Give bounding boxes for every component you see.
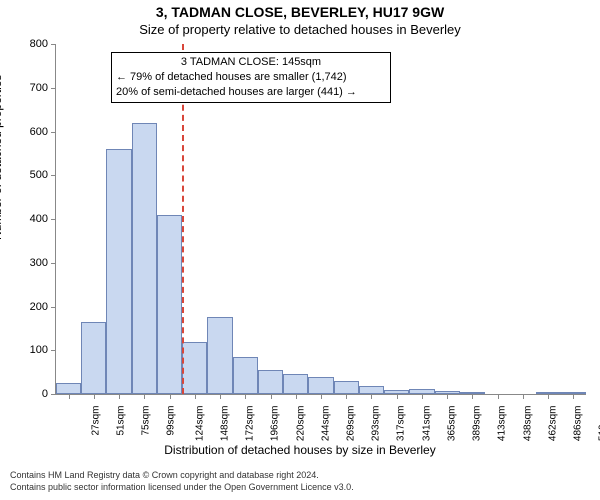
- x-tick-label: 99sqm: [166, 406, 177, 436]
- x-tick: [548, 394, 549, 399]
- y-tick-label: 700: [30, 82, 48, 94]
- x-tick-label: 27sqm: [90, 406, 101, 436]
- x-tick: [498, 394, 499, 399]
- x-tick-label: 51sqm: [115, 406, 126, 436]
- x-tick: [296, 394, 297, 399]
- y-tick: [51, 132, 56, 133]
- x-tick-label: 196sqm: [270, 406, 281, 442]
- y-tick: [51, 263, 56, 264]
- y-tick-label: 300: [30, 257, 48, 269]
- histogram-bar: [359, 386, 384, 394]
- x-tick-label: 75sqm: [141, 406, 152, 436]
- x-tick: [144, 394, 145, 399]
- x-tick-label: 148sqm: [219, 406, 230, 442]
- histogram-bar: [207, 317, 232, 394]
- x-tick: [69, 394, 70, 399]
- x-tick-label: 172sqm: [244, 406, 255, 442]
- x-tick: [573, 394, 574, 399]
- y-tick: [51, 394, 56, 395]
- y-tick: [51, 307, 56, 308]
- x-tick: [94, 394, 95, 399]
- y-tick: [51, 44, 56, 45]
- histogram-bar: [283, 374, 308, 394]
- plot-area: 010020030040050060070080027sqm51sqm75sqm…: [55, 44, 586, 395]
- x-tick-label: 365sqm: [446, 406, 457, 442]
- x-tick: [245, 394, 246, 399]
- annotation-line: 20% of semi-detached houses are larger (…: [116, 85, 386, 100]
- copyright-notice: Contains HM Land Registry data © Crown c…: [10, 470, 354, 493]
- title-sub: Size of property relative to detached ho…: [0, 22, 600, 37]
- y-tick: [51, 175, 56, 176]
- histogram-bar: [157, 215, 182, 394]
- x-tick-label: 462sqm: [547, 406, 558, 442]
- x-tick: [220, 394, 221, 399]
- x-tick: [371, 394, 372, 399]
- y-tick-label: 400: [30, 213, 48, 225]
- x-tick-label: 341sqm: [421, 406, 432, 442]
- x-tick: [472, 394, 473, 399]
- y-tick-label: 200: [30, 301, 48, 313]
- y-tick-label: 500: [30, 169, 48, 181]
- histogram-bar: [308, 377, 333, 395]
- x-tick: [170, 394, 171, 399]
- histogram-bar: [182, 342, 207, 395]
- y-tick-label: 100: [30, 344, 48, 356]
- x-tick: [119, 394, 120, 399]
- y-axis-label: Number of detached properties: [0, 75, 4, 240]
- x-tick: [523, 394, 524, 399]
- copyright-line-2: Contains public sector information licen…: [10, 482, 354, 492]
- copyright-line-1: Contains HM Land Registry data © Crown c…: [10, 470, 319, 480]
- x-tick: [397, 394, 398, 399]
- x-tick-label: 413sqm: [497, 406, 508, 442]
- y-tick-label: 800: [30, 38, 48, 50]
- annotation-box: 3 TADMAN CLOSE: 145sqm← 79% of detached …: [111, 52, 391, 103]
- x-tick-label: 269sqm: [345, 406, 356, 442]
- x-tick: [271, 394, 272, 399]
- x-axis-label: Distribution of detached houses by size …: [0, 443, 600, 457]
- histogram-bar: [106, 149, 131, 394]
- x-tick-label: 486sqm: [572, 406, 583, 442]
- y-tick: [51, 219, 56, 220]
- y-tick-label: 600: [30, 126, 48, 138]
- x-tick-label: 389sqm: [471, 406, 482, 442]
- x-tick-label: 124sqm: [194, 406, 205, 442]
- histogram-bar: [334, 381, 359, 394]
- x-tick-label: 438sqm: [522, 406, 533, 442]
- x-tick: [321, 394, 322, 399]
- y-tick: [51, 350, 56, 351]
- title-main: 3, TADMAN CLOSE, BEVERLEY, HU17 9GW: [0, 4, 600, 20]
- y-tick: [51, 88, 56, 89]
- x-tick: [422, 394, 423, 399]
- x-tick: [195, 394, 196, 399]
- histogram-bar: [81, 322, 106, 394]
- y-tick-label: 0: [42, 388, 48, 400]
- x-tick: [447, 394, 448, 399]
- histogram-bar: [233, 357, 258, 394]
- x-tick-label: 220sqm: [295, 406, 306, 442]
- annotation-line: 3 TADMAN CLOSE: 145sqm: [116, 55, 386, 70]
- annotation-line: ← 79% of detached houses are smaller (1,…: [116, 70, 386, 85]
- x-tick-label: 317sqm: [396, 406, 407, 442]
- histogram-bar: [132, 123, 157, 394]
- x-tick-label: 293sqm: [371, 406, 382, 442]
- x-tick-label: 244sqm: [320, 406, 331, 442]
- histogram-bar: [56, 383, 81, 394]
- histogram-bar: [258, 370, 283, 394]
- x-tick: [346, 394, 347, 399]
